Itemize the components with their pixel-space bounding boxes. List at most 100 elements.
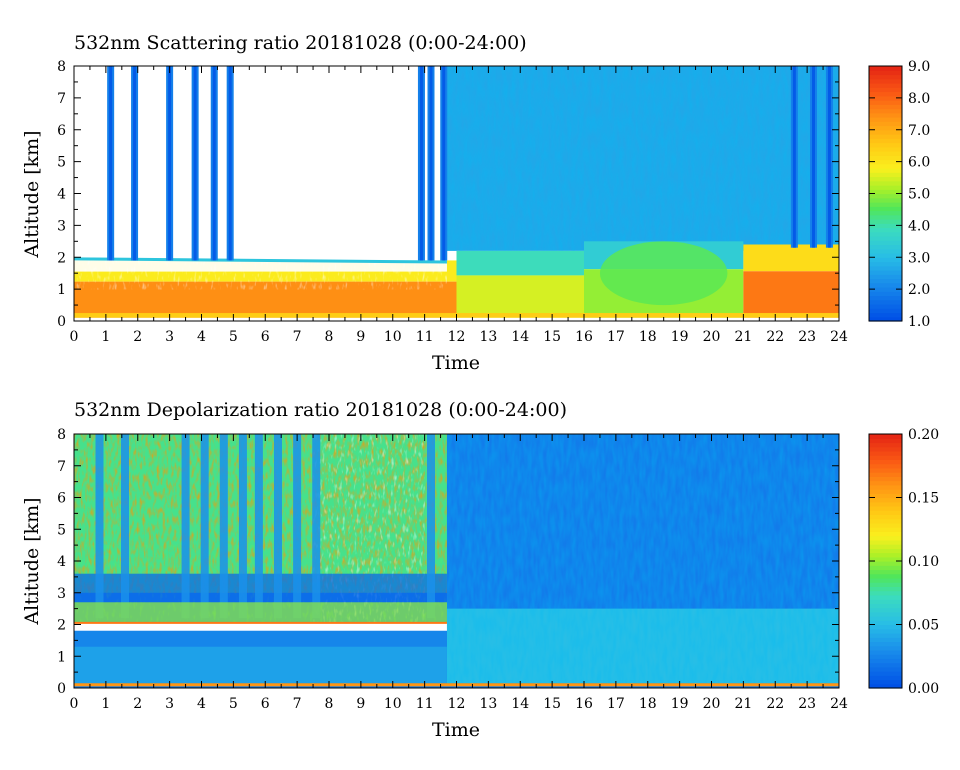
colorbar-swatch	[869, 493, 902, 499]
x-tick-label: 18	[639, 696, 657, 712]
colorbar-swatch	[869, 142, 902, 148]
x-tick-label: 10	[384, 329, 402, 345]
clear-column	[293, 434, 302, 619]
x-tick-label: 15	[543, 329, 561, 345]
colorbar-swatch	[869, 654, 902, 659]
colorbar-swatch	[869, 278, 902, 284]
scattering-axes: 0 1 2 3 4 5 6 7 8 9 10 11 12 13 14 15 16 17 18 19 20 21 22 23 24…	[57, 59, 848, 345]
x-tick-label: 5	[229, 696, 238, 712]
colorbar-swatch	[869, 484, 902, 490]
colorbar-tick-label: 3.0	[908, 250, 930, 266]
colorbar-swatch	[869, 675, 902, 681]
colorbar-swatch	[869, 261, 902, 267]
colorbar-swatch	[869, 446, 902, 452]
aerosol-layer-upper	[743, 244, 839, 272]
x-tick-label: 11	[416, 329, 434, 345]
x-tick-label: 13	[479, 329, 497, 345]
x-tick-label: 19	[671, 329, 689, 345]
colorbar-swatch	[869, 565, 902, 571]
x-tick-label: 0	[70, 329, 79, 345]
y-tick-label: 7	[57, 459, 66, 475]
x-tick-label: 21	[734, 696, 752, 712]
colorbar-swatch	[869, 531, 902, 537]
colorbar-swatch	[869, 117, 902, 122]
x-tick-label: 10	[384, 696, 402, 712]
colorbar-swatch	[869, 505, 902, 511]
x-tick-label: 17	[607, 696, 625, 712]
x-tick-label: 3	[165, 696, 174, 712]
colorbar-tick-label: 4.0	[908, 218, 930, 234]
colorbar-swatch	[869, 463, 902, 469]
colorbar-tick-label: 0.10	[908, 554, 939, 570]
x-tick-label: 16	[575, 696, 593, 712]
colorbar-swatch	[869, 679, 902, 685]
colorbar-tick-label: 0.00	[908, 681, 939, 697]
y-tick-label: 0	[57, 681, 66, 697]
x-tick-label: 22	[766, 329, 784, 345]
colorbar-swatch	[869, 552, 902, 558]
y-tick-label: 8	[57, 59, 66, 75]
colorbar-swatch	[869, 438, 902, 444]
colorbar-swatch	[869, 518, 902, 524]
colorbar-tick-label: 2.0	[908, 282, 930, 298]
x-tick-label: 4	[197, 696, 206, 712]
x-tick-label: 15	[543, 696, 561, 712]
colorbar-swatch	[869, 632, 902, 638]
colorbar-swatch	[869, 628, 902, 634]
colorbar-swatch	[869, 180, 902, 186]
y-tick-label: 0	[57, 314, 66, 330]
cloud-column-core	[133, 66, 137, 261]
clear-column	[95, 434, 104, 619]
colorbar-swatch	[869, 125, 902, 131]
colorbar-swatch	[869, 442, 902, 448]
y-tick-label: 1	[57, 649, 66, 665]
colorbar-swatch	[869, 561, 902, 566]
colorbar-swatch	[869, 151, 902, 156]
x-tick-label: 6	[261, 329, 270, 345]
x-tick-label: 11	[416, 696, 434, 712]
x-tick-label: 23	[798, 696, 816, 712]
bl-top-layer	[74, 602, 447, 625]
colorbar-swatch	[869, 539, 902, 545]
cloud-column-core	[792, 66, 796, 248]
colorbar-swatch	[869, 104, 902, 110]
x-tick-label: 21	[734, 329, 752, 345]
x-tick-label: 12	[448, 696, 466, 712]
colorbar-swatch	[869, 497, 902, 503]
colorbar-swatch	[869, 87, 902, 93]
clear-column	[181, 434, 190, 619]
colorbar-swatch	[869, 197, 902, 203]
scattering-ylabel: Altitude [km]	[21, 130, 43, 258]
colorbar-swatch	[869, 274, 902, 280]
y-tick-label: 4	[57, 554, 66, 570]
colorbar-swatch	[869, 450, 902, 456]
colorbar-swatch	[869, 594, 902, 600]
texture-overlay	[446, 434, 839, 688]
colorbar-swatch	[869, 316, 902, 322]
x-tick-label: 5	[229, 329, 238, 345]
colorbar-swatch	[869, 599, 902, 604]
colorbar-swatch	[869, 304, 902, 309]
depolarization-axes: 0 1 2 3 4 5 6 7 8 9 10 11 12 13 14 15 16 17 18 19 20 21 22 23 24…	[57, 427, 848, 712]
colorbar-swatch	[869, 78, 902, 84]
y-tick-label: 5	[57, 155, 66, 171]
scattering-colorbar: 1.0 2.0 3.0 4.0 5.0 6.0 7.0 8.0 9.0	[868, 59, 930, 330]
clear-column	[312, 434, 321, 619]
y-tick-label: 8	[57, 427, 66, 443]
x-tick-label: 18	[639, 329, 657, 345]
colorbar-swatch	[869, 189, 902, 195]
colorbar-swatch	[869, 253, 902, 258]
clear-column	[274, 434, 282, 619]
y-tick-label: 2	[57, 618, 66, 634]
colorbar-swatch	[869, 522, 902, 528]
colorbar-swatch	[869, 649, 902, 655]
x-tick-label: 19	[671, 696, 689, 712]
colorbar-swatch	[869, 210, 902, 216]
colorbar-swatch	[869, 459, 902, 465]
colorbar-swatch	[869, 265, 902, 271]
y-tick-label: 7	[57, 91, 66, 107]
colorbar-swatch	[869, 172, 902, 178]
y-tick-label: 3	[57, 218, 66, 234]
colorbar-swatch	[869, 176, 902, 182]
